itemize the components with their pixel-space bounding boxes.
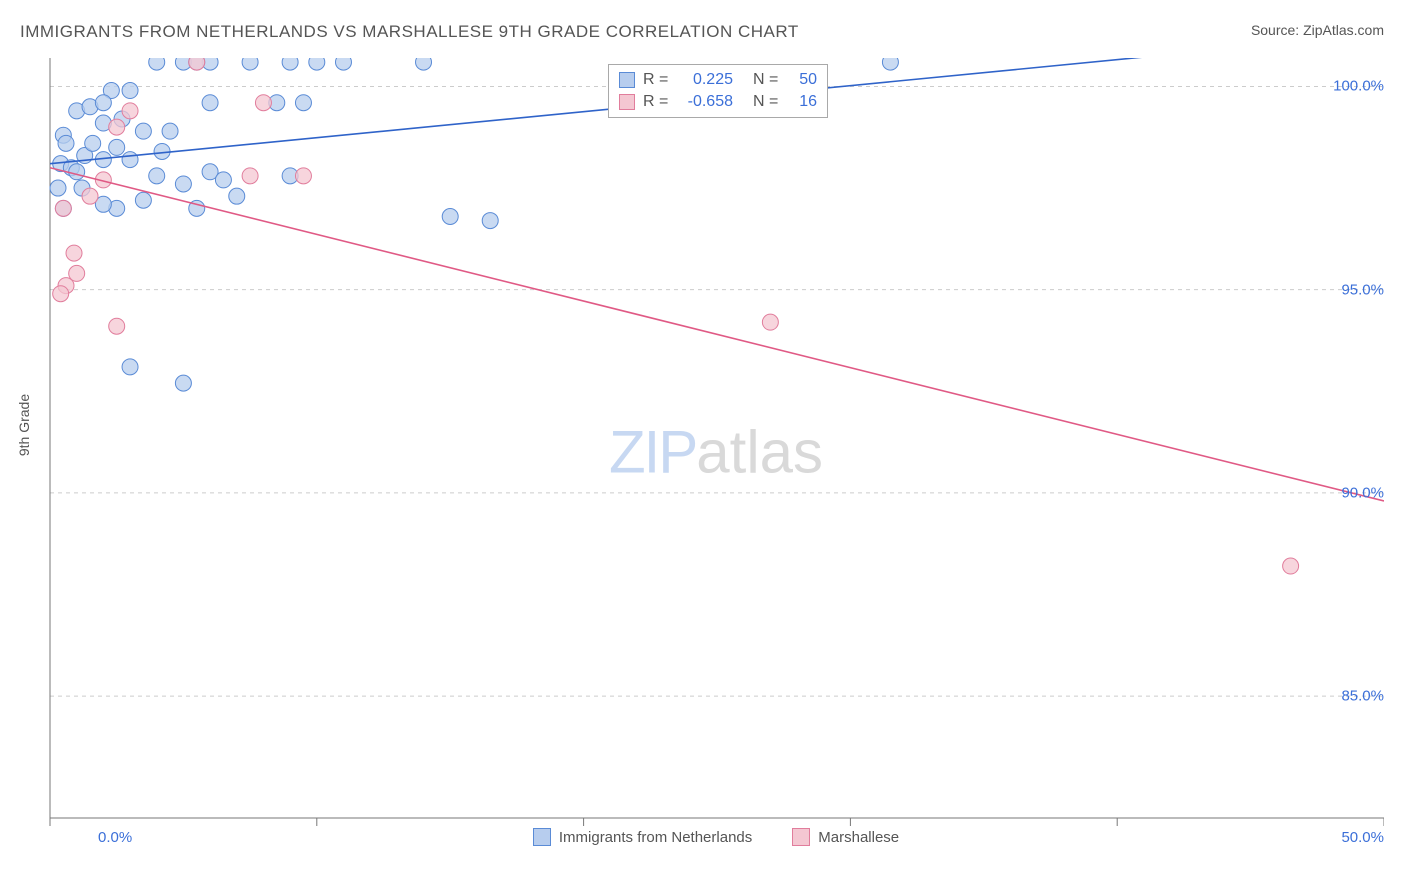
stats-r-value: -0.658: [677, 91, 733, 113]
scatter-chart-svg: [48, 58, 1384, 846]
legend: Immigrants from Netherlands Marshallese: [48, 828, 1384, 846]
stats-n-label: N =: [753, 91, 779, 113]
stats-n-value: 50: [787, 69, 817, 91]
legend-item-marshallese: Marshallese: [792, 828, 899, 846]
legend-item-netherlands: Immigrants from Netherlands: [533, 828, 752, 846]
stats-row: R = -0.658 N = 16: [619, 91, 817, 113]
legend-swatch-marshallese: [792, 828, 810, 846]
stats-n-value: 16: [787, 91, 817, 113]
y-tick-label: 90.0%: [1341, 484, 1384, 501]
chart-area: ZIPatlas R =0.225N =50R =-0.658N =16 85.…: [48, 58, 1384, 846]
y-axis-label: 9th Grade: [16, 394, 32, 456]
stats-r-label: R =: [643, 69, 669, 91]
source-attribution: Source: ZipAtlas.com: [1251, 22, 1384, 38]
stats-swatch: [619, 94, 635, 110]
stats-row: R = 0.225 N = 50: [619, 69, 817, 91]
chart-title: IMMIGRANTS FROM NETHERLANDS VS MARSHALLE…: [20, 22, 799, 42]
stats-r-label: R =: [643, 91, 669, 113]
legend-swatch-netherlands: [533, 828, 551, 846]
legend-label-marshallese: Marshallese: [818, 829, 899, 846]
y-tick-label: 85.0%: [1341, 688, 1384, 705]
stats-n-label: N =: [753, 69, 779, 91]
correlation-stats-box: R = 0.225 N = 50 R = -0.658 N = 16: [608, 64, 828, 118]
y-tick-label: 100.0%: [1333, 78, 1384, 95]
y-tick-label: 95.0%: [1341, 281, 1384, 298]
legend-label-netherlands: Immigrants from Netherlands: [559, 829, 752, 846]
stats-r-value: 0.225: [677, 69, 733, 91]
stats-swatch: [619, 72, 635, 88]
